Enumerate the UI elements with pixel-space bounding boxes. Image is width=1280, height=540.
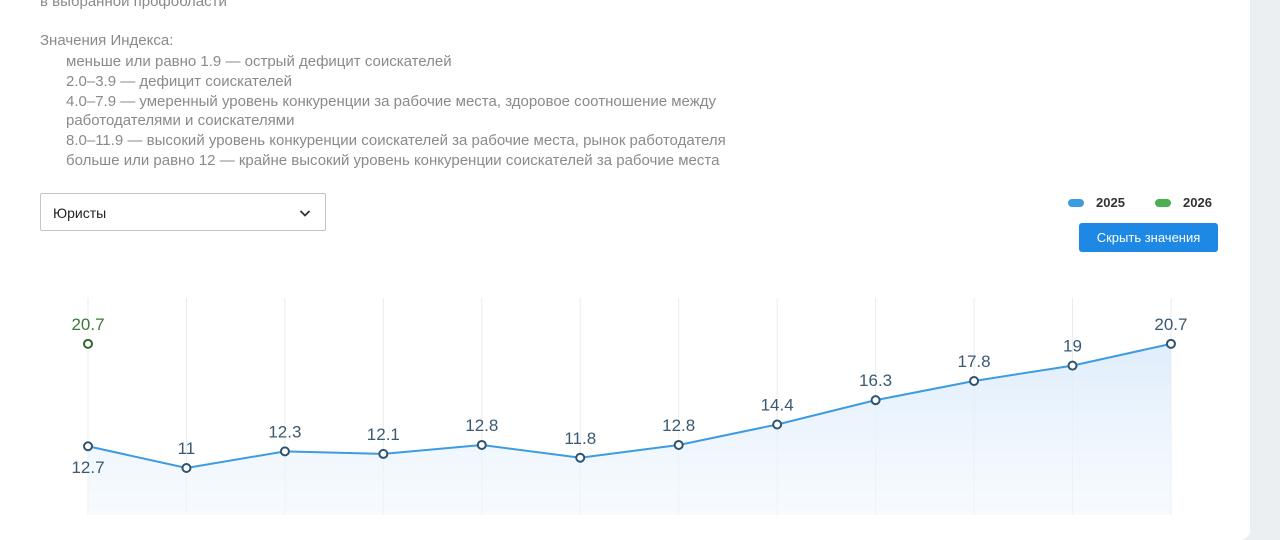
data-label-2026: 20.7: [71, 315, 104, 334]
legend-swatch-2025: [1068, 198, 1084, 207]
data-label-2025: 11.8: [564, 429, 596, 448]
data-label-2025: 12.3: [268, 422, 301, 441]
legend-item-2026[interactable]: 2026: [1155, 195, 1212, 210]
data-point-2025[interactable]: [181, 463, 192, 473]
index-legend-list: меньше или равно 1.9 — острый дефицит со…: [66, 52, 726, 171]
data-label-2025: 20.7: [1154, 315, 1187, 334]
legend-swatch-2026: [1155, 198, 1171, 207]
data-label-2025: 14.4: [761, 395, 794, 414]
data-point-2025[interactable]: [575, 452, 586, 463]
index-legend-item: 8.0–11.9 — высокий уровень конкуренции с…: [66, 132, 726, 150]
intro-cut-text: в выбранной профобласти: [40, 0, 227, 10]
data-label-2025: 12.8: [465, 416, 498, 435]
index-legend-item: меньше или равно 1.9 — острый дефицит со…: [66, 53, 452, 70]
data-label-2025: 17.8: [958, 352, 991, 371]
data-label-2025: 16.3: [859, 371, 892, 390]
data-point-2025[interactable]: [969, 375, 980, 386]
data-point-2025[interactable]: [673, 439, 684, 450]
data-point-2025[interactable]: [1165, 338, 1176, 349]
line-chart: 12.7 11 12.3 12.1 12.8 11.8 12.8 14.4 16.3 17.8 19…: [71, 298, 1187, 515]
index-legend-title: Значения Индекса:: [40, 32, 174, 49]
data-point-2026[interactable]: [83, 338, 93, 349]
profession-select[interactable]: Юристы: [40, 193, 326, 231]
legend-label-2026: 2026: [1183, 195, 1212, 210]
index-legend-item: 2.0–3.9 — дефицит соискателей: [66, 72, 293, 90]
data-point-2025[interactable]: [476, 439, 487, 450]
index-legend-item: работодателями и соискателями: [66, 112, 295, 130]
chevron-down-icon: [299, 210, 311, 217]
data-point-2025[interactable]: [83, 441, 93, 452]
data-point-2025[interactable]: [870, 395, 881, 406]
hide-values-button[interactable]: Скрыть значения: [1079, 223, 1218, 252]
data-label-2025: 19: [1063, 337, 1082, 356]
series-2025-line: [87, 342, 1172, 470]
legend-label-2025: 2025: [1096, 195, 1125, 210]
index-legend-item: больше или равно 12 — крайне высокий уро…: [66, 151, 720, 169]
legend-item-2025[interactable]: 2025: [1068, 195, 1125, 210]
data-point-2025[interactable]: [279, 446, 290, 457]
data-point-2025[interactable]: [378, 448, 389, 459]
data-label-2025: 12.7: [71, 458, 104, 477]
data-point-2025[interactable]: [1067, 360, 1078, 371]
data-label-2025: 12.8: [662, 416, 695, 435]
series-2025-area: [88, 343, 1171, 515]
data-label-2025: 12.1: [367, 425, 400, 444]
data-label-2025: 11: [178, 439, 196, 458]
index-legend-item: 4.0–7.9 — умеренный уровень конкуренции …: [66, 92, 717, 110]
profession-select-value: Юристы: [53, 205, 107, 221]
data-point-2025[interactable]: [772, 419, 783, 430]
